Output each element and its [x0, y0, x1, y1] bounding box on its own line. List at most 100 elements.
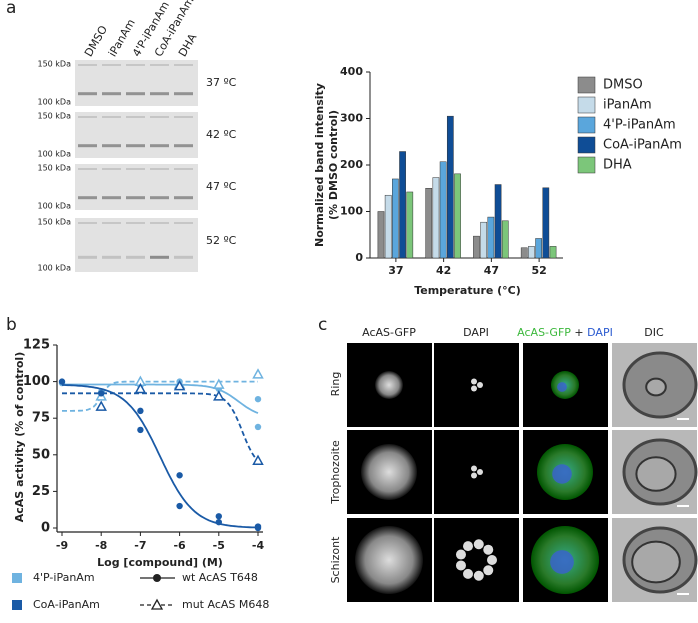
data-point — [252, 368, 264, 379]
legend-swatch — [12, 600, 22, 610]
blot-band — [174, 168, 193, 170]
bar — [549, 246, 557, 259]
blot-band — [102, 64, 121, 66]
legend-label: CoA-iPanAm — [603, 138, 682, 153]
legend-label: CoA-iPanAm — [33, 598, 100, 611]
blot-image — [75, 60, 198, 106]
parasite — [631, 540, 681, 584]
y-tick-label: 75 — [32, 411, 50, 426]
blot-band — [174, 255, 193, 259]
legend-label: mut AcAS M648 — [182, 598, 269, 611]
parasite — [375, 371, 403, 399]
x-tick-label: 47 — [484, 264, 499, 277]
bar — [487, 216, 495, 259]
temperature-label: 42 ºC — [206, 128, 237, 141]
blot-band — [78, 222, 97, 224]
bar — [439, 161, 447, 259]
bar — [406, 191, 414, 259]
nucleus — [455, 549, 466, 560]
legend-swatch — [577, 136, 596, 154]
data-point — [173, 379, 186, 391]
blot-lanes: DMSO iPanAm 4'P-iPanAm CoA-iPanAm DHA — [82, 0, 200, 59]
nucleus — [471, 385, 477, 392]
data-point — [137, 426, 144, 434]
legend-label: DMSO — [603, 78, 643, 93]
mw-marker: 150 kDa — [37, 164, 71, 173]
blot-band — [174, 116, 193, 118]
legend-swatch — [577, 116, 596, 134]
y-tick-label: 100 — [23, 374, 50, 389]
nucleus — [471, 472, 477, 479]
y-tick-label: 100 — [340, 205, 363, 218]
nucleus — [463, 568, 473, 579]
data-point — [254, 423, 262, 431]
x-axis-title: Temperature (°C) — [414, 284, 521, 297]
blot-band — [78, 92, 97, 96]
blot-band — [150, 116, 169, 118]
blot-band — [174, 92, 193, 96]
panel-label: c — [318, 315, 327, 335]
blots: 150 kDa 100 kDa 37 ºC 150 kDa 100 kDa 42 ºC 15… — [37, 60, 236, 273]
data-point — [176, 472, 183, 479]
micro-image — [434, 518, 519, 602]
data-point — [213, 378, 225, 389]
column-label: AcAS-GFP + DAPI — [517, 326, 613, 339]
blot-image — [75, 218, 198, 272]
blot-band — [174, 144, 193, 148]
y-axis-title: (% DMSO control) — [327, 110, 340, 220]
y-tick-label: 50 — [32, 447, 50, 462]
data-point — [98, 390, 105, 397]
blot-band — [126, 168, 145, 170]
legend-swatch — [577, 76, 596, 94]
merge-green: AcAS-GFP — [517, 326, 571, 339]
temperature-label: 47 ºC — [206, 180, 237, 193]
blot-band — [150, 144, 169, 148]
nucleus — [487, 555, 497, 565]
blot-band — [126, 144, 145, 148]
row-label: Trophozoite — [329, 440, 342, 505]
mw-marker: 100 kDa — [37, 150, 71, 159]
blot-band — [174, 222, 193, 224]
blot-band — [102, 144, 121, 148]
micro-image — [434, 343, 519, 427]
legend-label: DHA — [603, 158, 632, 173]
y-tick-label: 200 — [340, 158, 363, 171]
nucleus — [463, 541, 473, 552]
data-point — [176, 502, 183, 510]
mw-marker: 100 kDa — [37, 98, 71, 107]
y-tick-label: 300 — [340, 112, 363, 125]
column-label: DAPI — [463, 326, 489, 339]
data-point — [95, 400, 107, 411]
legend-marker — [150, 598, 164, 610]
bar — [501, 220, 509, 259]
blot-band — [102, 196, 121, 200]
nucleus — [473, 570, 484, 581]
data-point — [134, 382, 147, 394]
bar — [494, 184, 502, 259]
blot-image — [75, 164, 198, 210]
data-point — [215, 513, 222, 520]
row-label: Schizont — [329, 536, 342, 584]
bar — [542, 187, 550, 259]
data-point — [252, 454, 264, 466]
nucleus — [483, 565, 494, 576]
blot-band — [102, 92, 121, 96]
bar-chart: 0 100 200 300 400 Normalized band intensity (%… — [313, 65, 682, 297]
blot-band — [150, 255, 169, 259]
blot-band — [78, 168, 97, 170]
legend-label: iPanAm — [603, 98, 652, 113]
data-point — [213, 390, 225, 401]
nucleus — [473, 539, 484, 550]
blot-band — [174, 196, 193, 200]
blot-band — [102, 255, 121, 259]
legend-swatch — [12, 573, 22, 583]
bar — [432, 177, 440, 259]
bar — [473, 235, 480, 259]
blot-band — [78, 116, 97, 118]
x-tick-label: -9 — [56, 539, 68, 552]
parasite — [645, 377, 667, 397]
temperature-label: 52 ºC — [206, 234, 237, 247]
bar — [480, 221, 488, 259]
dapi — [557, 382, 567, 392]
bar — [520, 247, 528, 259]
